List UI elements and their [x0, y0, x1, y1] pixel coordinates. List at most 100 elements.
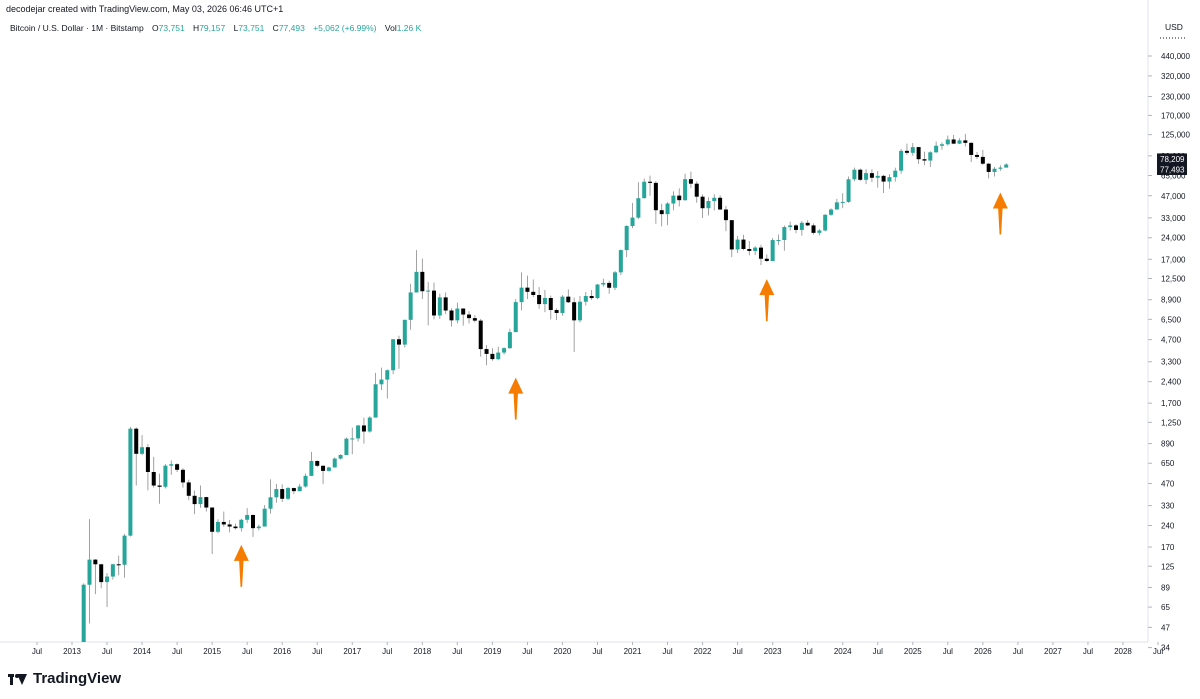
candle-body[interactable]	[291, 488, 296, 492]
candle-body[interactable]	[145, 447, 150, 472]
candle-body[interactable]	[186, 482, 191, 496]
candle-body[interactable]	[998, 167, 1003, 169]
candle-body[interactable]	[262, 508, 267, 527]
candle-body[interactable]	[683, 179, 688, 201]
candle-body[interactable]	[858, 169, 863, 180]
candle-body[interactable]	[280, 489, 285, 499]
candle-body[interactable]	[385, 370, 390, 380]
candle-body[interactable]	[887, 177, 892, 182]
candle-body[interactable]	[122, 535, 127, 565]
candle-body[interactable]	[502, 348, 507, 353]
candle-body[interactable]	[408, 292, 413, 320]
candle-body[interactable]	[648, 181, 653, 183]
candle-body[interactable]	[437, 297, 442, 316]
candle-body[interactable]	[548, 297, 553, 311]
candle-body[interactable]	[694, 183, 699, 197]
symbol-name[interactable]: Bitcoin / U.S. Dollar · 1M · Bitstamp	[10, 23, 144, 33]
candle-body[interactable]	[811, 225, 816, 233]
candle-body[interactable]	[630, 217, 635, 227]
candle-body[interactable]	[426, 290, 431, 292]
candle-body[interactable]	[986, 163, 991, 172]
candle-body[interactable]	[735, 239, 740, 250]
candle-body[interactable]	[601, 282, 606, 285]
candle-body[interactable]	[198, 497, 203, 505]
candle-body[interactable]	[315, 460, 320, 466]
candle-body[interactable]	[175, 464, 180, 470]
candle-body[interactable]	[875, 175, 880, 178]
candle-body[interactable]	[951, 139, 956, 144]
candle-body[interactable]	[869, 173, 874, 178]
candle-body[interactable]	[221, 521, 226, 525]
candle-body[interactable]	[507, 332, 512, 349]
candle-body[interactable]	[467, 314, 472, 319]
candle-body[interactable]	[455, 308, 460, 321]
candle-body[interactable]	[210, 507, 215, 532]
tradingview-logo[interactable]: TradingView	[8, 670, 121, 687]
candle-body[interactable]	[396, 339, 401, 345]
candle-body[interactable]	[653, 182, 658, 211]
candle-body[interactable]	[904, 150, 909, 153]
candle-body[interactable]	[525, 287, 530, 292]
candle-body[interactable]	[414, 271, 419, 293]
candle-body[interactable]	[251, 514, 256, 529]
candle-body[interactable]	[700, 196, 705, 209]
candle-body[interactable]	[151, 471, 156, 486]
candle-body[interactable]	[367, 417, 372, 432]
candle-body[interactable]	[782, 227, 787, 240]
candle-body[interactable]	[233, 526, 238, 529]
candle-body[interactable]	[128, 428, 133, 536]
candle-body[interactable]	[449, 310, 454, 321]
candle-body[interactable]	[928, 152, 933, 161]
candle-body[interactable]	[537, 294, 542, 305]
candle-body[interactable]	[519, 287, 524, 303]
candle-body[interactable]	[741, 239, 746, 249]
candle-body[interactable]	[204, 497, 209, 508]
candle-body[interactable]	[723, 209, 728, 221]
candle-body[interactable]	[350, 438, 355, 440]
candle-body[interactable]	[513, 302, 518, 333]
candle-body[interactable]	[665, 203, 670, 215]
candle-body[interactable]	[677, 195, 682, 201]
candle-body[interactable]	[461, 308, 466, 315]
candle-body[interactable]	[893, 170, 898, 178]
candle-body[interactable]	[163, 465, 168, 487]
candle-body[interactable]	[823, 214, 828, 231]
candle-body[interactable]	[846, 179, 851, 202]
candle-body[interactable]	[356, 425, 361, 439]
candle-body[interactable]	[805, 222, 810, 226]
candle-body[interactable]	[478, 320, 483, 350]
candle-body[interactable]	[618, 250, 623, 273]
candle-body[interactable]	[338, 454, 343, 459]
candle-body[interactable]	[659, 210, 664, 215]
candle-body[interactable]	[140, 447, 145, 454]
candle-body[interactable]	[770, 240, 775, 261]
candle-body[interactable]	[391, 339, 396, 371]
candle-body[interactable]	[379, 379, 384, 385]
candle-body[interactable]	[899, 150, 904, 171]
candle-body[interactable]	[613, 272, 618, 288]
candle-body[interactable]	[747, 248, 752, 251]
candle-body[interactable]	[297, 486, 302, 492]
candle-body[interactable]	[607, 282, 612, 288]
candle-body[interactable]	[969, 142, 974, 155]
candle-body[interactable]	[975, 154, 980, 157]
candle-body[interactable]	[157, 485, 162, 487]
candle-body[interactable]	[829, 209, 834, 215]
candle-body[interactable]	[758, 247, 763, 259]
candle-body[interactable]	[361, 425, 366, 432]
candle-body[interactable]	[718, 197, 723, 210]
candle-body[interactable]	[286, 488, 291, 499]
candle-body[interactable]	[577, 301, 582, 321]
candle-body[interactable]	[764, 258, 769, 261]
candle-body[interactable]	[636, 198, 641, 218]
candle-body[interactable]	[554, 310, 559, 313]
candle-body[interactable]	[957, 140, 962, 144]
candle-body[interactable]	[980, 156, 985, 164]
candle-body[interactable]	[706, 201, 711, 209]
candle-body[interactable]	[309, 460, 314, 476]
candle-body[interactable]	[572, 302, 577, 321]
candle-body[interactable]	[192, 495, 197, 505]
candle-body[interactable]	[729, 220, 734, 250]
candle-body[interactable]	[624, 226, 629, 251]
candle-body[interactable]	[542, 297, 547, 305]
